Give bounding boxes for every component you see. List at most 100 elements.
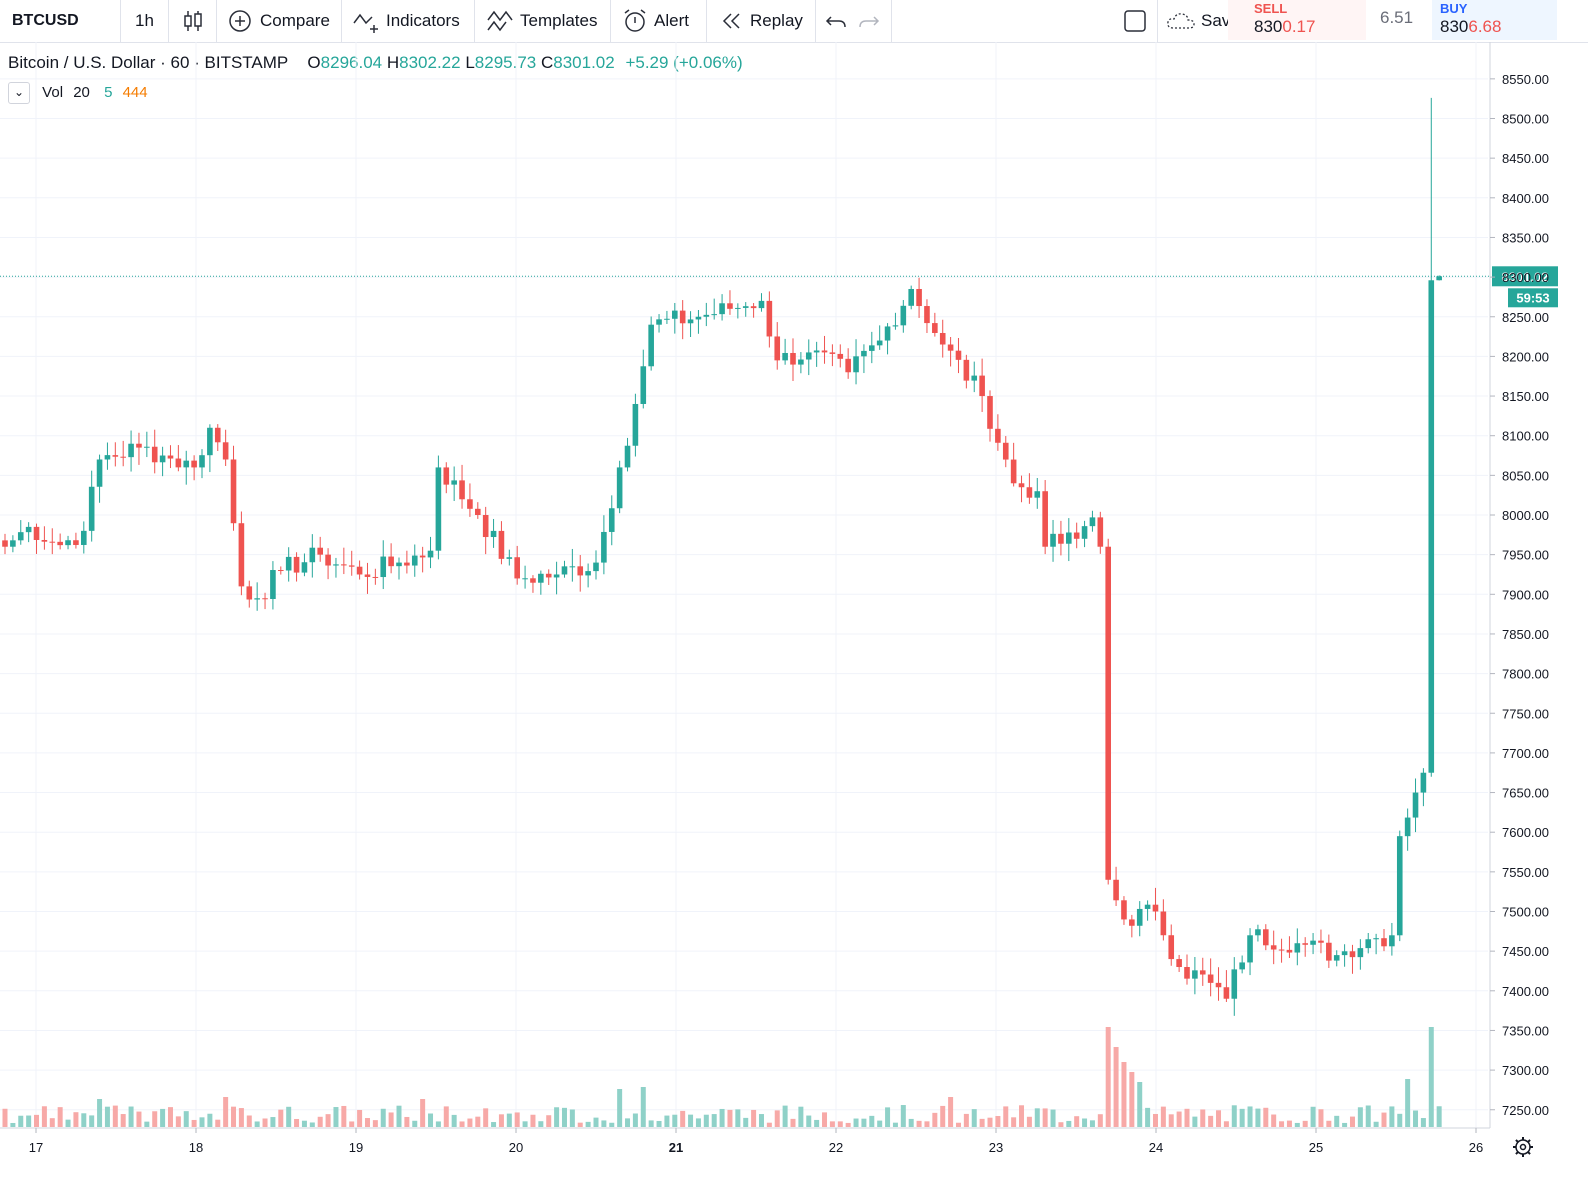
- volume-bar: [238, 1108, 244, 1127]
- redo-button[interactable]: [858, 0, 880, 42]
- chart-title: Bitcoin / U.S. Dollar · 60 · BITSTAMP: [8, 53, 288, 72]
- candle-body: [766, 300, 773, 337]
- last-price-label-bg: [1492, 266, 1558, 287]
- price-tick-label: 7300.00: [1502, 1063, 1549, 1078]
- volume-bar: [388, 1112, 394, 1127]
- candle-body: [1231, 969, 1238, 999]
- price-tick-label: 7400.00: [1502, 984, 1549, 999]
- candle-body: [427, 550, 434, 558]
- volume-bar: [987, 1117, 993, 1127]
- price-axis[interactable]: 8550.00 8500.00 8450.00 8400.00 8350.00 8300.…: [1489, 42, 1549, 1128]
- volume-bar: [861, 1118, 867, 1127]
- price-tick-label: 7850.00: [1502, 627, 1549, 642]
- candle-body: [545, 573, 552, 578]
- volume-bar: [601, 1120, 607, 1127]
- candle-body: [1010, 459, 1017, 484]
- undo-button[interactable]: [825, 0, 847, 42]
- volume-bar: [585, 1121, 591, 1127]
- volume-bar: [65, 1119, 71, 1127]
- volume-bar: [1365, 1105, 1371, 1127]
- volume-bar: [364, 1118, 370, 1127]
- volume-bar: [1263, 1107, 1269, 1127]
- candle-body: [372, 576, 379, 578]
- candle-body: [341, 564, 347, 566]
- indicators-button[interactable]: Indicators: [352, 0, 460, 42]
- candle-body: [33, 526, 40, 540]
- volume-bar: [81, 1113, 87, 1127]
- volume-bar: [483, 1108, 489, 1127]
- candle-body: [356, 566, 363, 575]
- settings-gear-icon[interactable]: [1513, 1137, 1533, 1157]
- candle-body: [230, 459, 237, 524]
- volume-bar: [1152, 1113, 1158, 1127]
- candle-body: [238, 523, 245, 587]
- alarm-clock-icon: [624, 9, 646, 32]
- volume-bar: [349, 1121, 355, 1127]
- candle-body: [325, 554, 331, 566]
- candle-body: [869, 345, 875, 351]
- candle-body: [1278, 949, 1285, 951]
- candle-body: [735, 307, 741, 309]
- candle-body: [553, 574, 560, 578]
- volume-bar: [1145, 1107, 1151, 1127]
- candle-body: [624, 445, 631, 468]
- volume-bar: [207, 1113, 213, 1127]
- volume-bar: [617, 1089, 623, 1127]
- candle-body: [585, 571, 591, 576]
- interval-button[interactable]: 1h: [135, 0, 154, 42]
- volume-bar: [270, 1117, 276, 1127]
- price-chart[interactable]: 8301.02 59:53 8550.00 8500.00 8450.00 8400.0…: [0, 42, 1588, 1184]
- replay-button[interactable]: Replay: [720, 0, 803, 42]
- volume-bar: [112, 1105, 118, 1127]
- rewind-icon: [722, 13, 740, 29]
- candle-body: [65, 540, 71, 546]
- candle-body: [246, 586, 253, 600]
- candle-body: [1152, 904, 1159, 912]
- candle-body: [1184, 967, 1190, 979]
- volume-bar: [1137, 1082, 1143, 1127]
- volume-bar: [1381, 1112, 1387, 1127]
- chart-type-button[interactable]: [182, 0, 204, 42]
- toolbar-divider: [815, 0, 816, 42]
- time-tick-label: 26: [1469, 1140, 1483, 1155]
- time-tick-label: 24: [1149, 1140, 1163, 1155]
- candle-body: [1058, 533, 1064, 544]
- candle-body: [482, 515, 489, 538]
- candle-body: [222, 442, 229, 460]
- volume-bar: [955, 1122, 961, 1127]
- volume-bar: [294, 1118, 300, 1127]
- candle-body: [1176, 959, 1182, 968]
- buy-price: 8306.68: [1440, 17, 1502, 36]
- volume-bar: [372, 1120, 378, 1127]
- time-tick-label: 22: [829, 1140, 843, 1155]
- volume-bar: [1058, 1122, 1064, 1127]
- candle-body: [908, 288, 914, 306]
- fullscreen-button[interactable]: [1122, 0, 1148, 42]
- collapse-button[interactable]: ⌄: [8, 82, 30, 104]
- price-tick-label: 8300.00: [1502, 270, 1549, 285]
- candles: [2, 97, 1442, 1016]
- compare-button[interactable]: Compare: [228, 0, 330, 42]
- volume-bar: [223, 1097, 229, 1127]
- volume-bar: [1247, 1106, 1253, 1127]
- candle-body: [939, 332, 946, 345]
- templates-button[interactable]: Templates: [486, 0, 597, 42]
- candle-body: [1263, 929, 1269, 946]
- time-axis[interactable]: 17 18 19 20 21 22 23 24 25 26: [0, 1127, 1490, 1155]
- symbol-search-button[interactable]: BTCUSD: [12, 0, 79, 42]
- candle-body: [601, 531, 607, 563]
- candle-body: [955, 350, 962, 360]
- buy-button[interactable]: BUY 8306.68: [1432, 0, 1557, 40]
- volume-bar: [191, 1119, 197, 1127]
- alert-button[interactable]: Alert: [622, 0, 689, 42]
- sell-button[interactable]: SELL 8300.17: [1228, 0, 1366, 40]
- candle-body: [742, 306, 749, 308]
- countdown-label: 59:53: [1516, 290, 1549, 305]
- volume-bar: [790, 1118, 796, 1127]
- volume-bar: [1208, 1115, 1214, 1127]
- candle-body: [1318, 940, 1324, 943]
- candle-body: [278, 570, 284, 572]
- volume-bar: [357, 1109, 363, 1127]
- save-button[interactable]: Sav: [1165, 0, 1230, 42]
- volume-bar: [1074, 1116, 1080, 1127]
